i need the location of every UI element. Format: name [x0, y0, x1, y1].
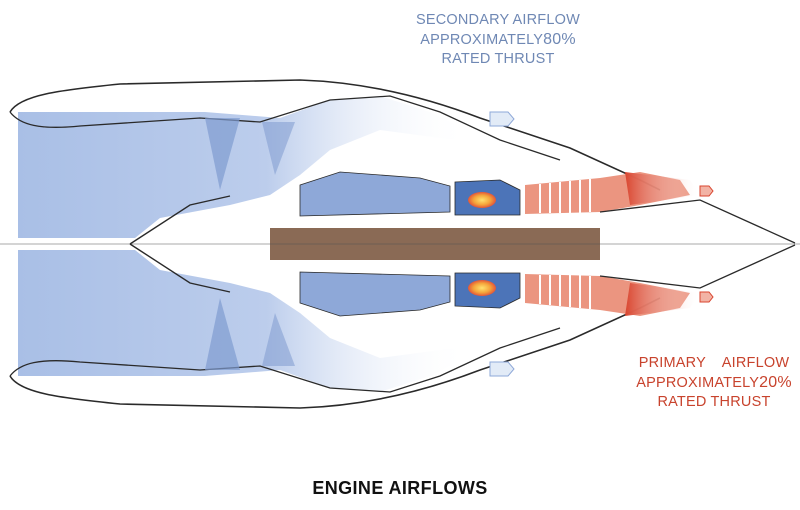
bypass-arrow-upper: [489, 111, 515, 127]
secondary-airflow-percent: 80%: [543, 31, 576, 48]
spinner-upper: [129, 195, 231, 245]
nacelle-outer-upper: [9, 79, 661, 191]
bypass-air-upper: [18, 96, 470, 238]
bypass-air-lower: [18, 250, 470, 392]
engine-upper-half: [9, 79, 796, 245]
secondary-airflow-line1: SECONDARY AIRFLOW: [415, 12, 580, 28]
hot-exhaust-upper: [625, 172, 700, 205]
nacelle-inner-lower: [9, 327, 561, 393]
primary-airflow-label: PRIMARY AIRFLOW APPROXIMATELY20% RATED T…: [614, 354, 800, 412]
hot-arrow-upper: [699, 185, 714, 197]
primary-airflow-line3: RATED THRUST: [657, 394, 771, 410]
secondary-airflow-approx: APPROXIMATELY: [420, 32, 544, 48]
engine-lower-half: [9, 243, 796, 409]
secondary-airflow-line2: APPROXIMATELY80%: [398, 30, 598, 50]
spinner-lower: [129, 243, 231, 293]
compressor-lower: [299, 271, 451, 317]
diagram-title: ENGINE AIRFLOWS: [312, 478, 488, 498]
primary-airflow-line2: APPROXIMATELY20%: [614, 373, 800, 393]
turbine-blades-lower: [539, 275, 591, 309]
primary-airflow-approx: APPROXIMATELY: [636, 375, 760, 391]
flame-upper: [468, 192, 496, 208]
bypass-arrow-lower: [489, 361, 515, 377]
secondary-airflow-label: SECONDARY AIRFLOW APPROXIMATELY80% RATED…: [398, 11, 598, 69]
primary-airflow-percent: 20%: [759, 374, 792, 391]
nacelle-inner-upper: [9, 95, 561, 161]
hot-arrow-lower: [699, 291, 714, 303]
secondary-airflow-line3: RATED THRUST: [441, 51, 555, 67]
exhaust-cone-lower: [599, 244, 796, 289]
ogv-upper: [262, 122, 295, 175]
ogv-lower: [262, 313, 295, 366]
turbine-blades-upper: [539, 179, 591, 213]
flame-lower: [468, 280, 496, 296]
compressor-upper: [299, 171, 451, 217]
fan-blade-upper: [205, 118, 240, 190]
nacelle-outer-lower: [9, 297, 661, 409]
fan-blade-lower: [205, 298, 240, 370]
hot-exhaust-lower: [625, 283, 700, 316]
exhaust-cone-upper: [599, 199, 796, 244]
primary-airflow-line1: PRIMARY AIRFLOW: [638, 355, 790, 371]
